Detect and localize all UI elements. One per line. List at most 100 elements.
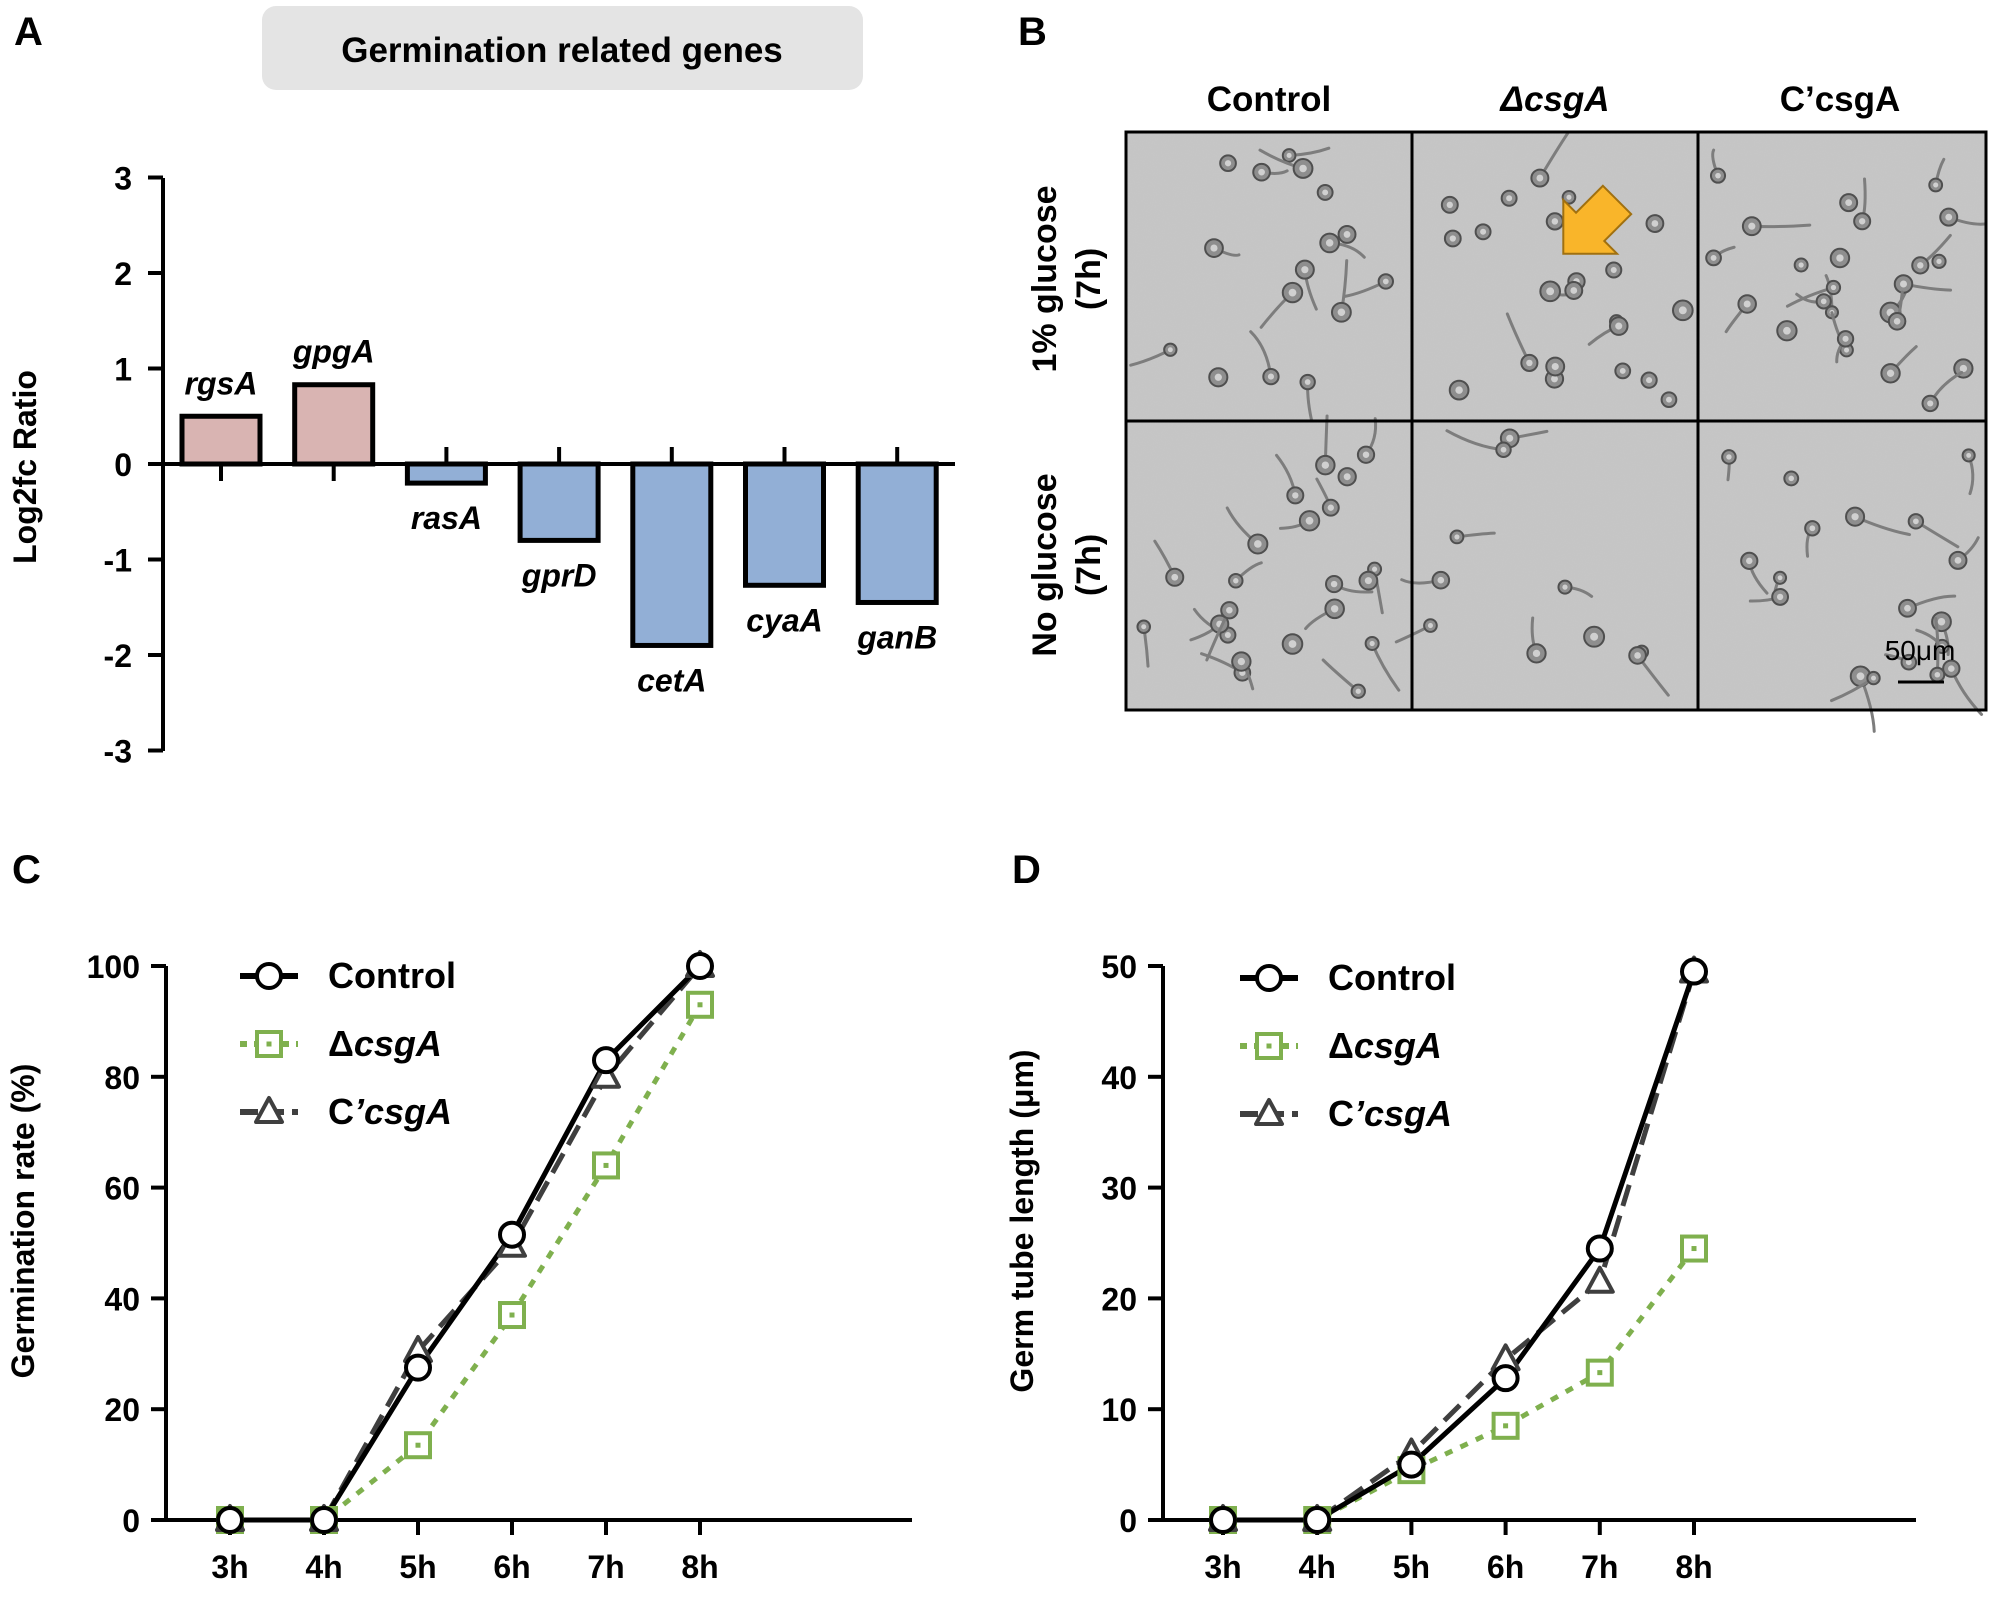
chart-d-ytick-label: 10 <box>1101 1392 1137 1428</box>
spore-center <box>1254 540 1262 548</box>
chart-c-legend-marker-csga-dot <box>266 1041 272 1047</box>
spore-center <box>1551 362 1559 371</box>
spore-center <box>1355 688 1361 694</box>
spore-center <box>1330 605 1339 613</box>
spore-center <box>1830 284 1837 291</box>
chart-d-legend-label-control: Control <box>1328 957 1456 998</box>
panel-letter-a: A <box>14 10 43 54</box>
chart-c-xtick-label: 8h <box>681 1549 718 1585</box>
chart-a-ytick-label: -2 <box>104 638 132 674</box>
chart-c-legend-marker-csga <box>255 1030 283 1058</box>
micro-col-control: Control <box>1207 80 1331 119</box>
spore-center <box>1899 280 1907 288</box>
bar-label-cyaA: cyaA <box>746 602 823 638</box>
chart-c-ytick-label: 0 <box>122 1503 140 1539</box>
spore-center <box>1532 649 1541 658</box>
spore-center <box>1917 262 1924 269</box>
chart-d-line-control <box>1223 970 1697 1523</box>
chart-c-point-csga-dot <box>415 1442 421 1448</box>
chart-a-ytick-label: 2 <box>114 256 132 292</box>
chart-c-legend-marker-csga-box <box>255 1030 283 1058</box>
chart-c-point-csga <box>498 1301 526 1330</box>
chart-d-point-csga-box <box>1585 1358 1614 1387</box>
spore-center <box>1939 643 1945 650</box>
chart-d-ytick-label: 50 <box>1101 949 1137 985</box>
chart-c-legend-prefix: C <box>328 1091 354 1132</box>
spore-center <box>1454 534 1460 540</box>
chart-c-point-csga-dot <box>509 1312 515 1318</box>
chart-d-point-control <box>1303 1506 1332 1534</box>
spore-center <box>1171 573 1179 581</box>
chart-d-legend-marker-csga <box>1255 1032 1283 1060</box>
chart-c-legend-gene: ’csgA <box>354 1091 452 1132</box>
chart-d-legend-prefix: C <box>1328 1093 1354 1134</box>
spore-center <box>1141 624 1147 630</box>
chart-c-ytick-label: 40 <box>104 1281 140 1317</box>
spore-center <box>1288 640 1297 648</box>
panel-letter-b: B <box>1018 10 1047 54</box>
spore-center <box>1546 287 1555 296</box>
spore-center <box>1455 386 1463 394</box>
bar-label-ganB: ganB <box>856 619 937 655</box>
spore-center <box>1788 475 1795 482</box>
bar-cetA <box>630 461 714 648</box>
chart-d-point-csga <box>1491 1411 1520 1440</box>
spore-center <box>1305 516 1314 525</box>
spore-center <box>1590 632 1599 641</box>
chart-c-point-csga <box>592 1151 620 1180</box>
spore-center <box>1301 266 1309 274</box>
spore-center <box>1905 659 1912 666</box>
spore-center <box>1427 623 1433 629</box>
spore-center <box>1893 318 1901 325</box>
spore-center <box>1715 172 1721 179</box>
spore-center <box>1851 513 1859 521</box>
chart-c-point-csga <box>404 1431 432 1460</box>
spore-center <box>1446 201 1453 209</box>
panel-letter-d: D <box>1012 848 1041 892</box>
spore-center <box>1551 375 1558 383</box>
spore-center <box>1746 557 1753 565</box>
chart-a-title: Germination related genes <box>341 31 783 70</box>
chart-a-ytick-label: -1 <box>104 543 132 579</box>
bar-label-cetA: cetA <box>637 662 706 698</box>
spore-center <box>1292 492 1299 499</box>
chart-c-point-csga <box>686 990 714 1019</box>
bar-rasA <box>404 461 488 486</box>
spore-center <box>1610 266 1617 273</box>
chart-c-point-control <box>592 1046 620 1075</box>
chart-d-point-csga-dot <box>1503 1423 1509 1429</box>
spore-center <box>1710 254 1717 261</box>
chart-d-xtick-label: 6h <box>1487 1549 1524 1585</box>
chart-c-ytick-label: 80 <box>104 1060 140 1096</box>
bar-ganB <box>855 461 939 605</box>
spore-center <box>1364 577 1372 585</box>
spore-center <box>1210 244 1218 252</box>
chart-d-xtick-label: 7h <box>1581 1549 1618 1585</box>
spore-center <box>1844 347 1850 353</box>
bar-label-rasA: rasA <box>411 500 482 536</box>
panel-d-line-chart: Germ tube length (μm) 0 10 20 30 40 50 3h 4h 5h 6… <box>1004 949 1916 1585</box>
spore-center <box>1288 288 1297 297</box>
chart-d-legend-gene: ’csgA <box>1354 1093 1452 1134</box>
spore-center <box>1912 518 1919 525</box>
spore-center <box>1954 556 1962 564</box>
chart-c-line-comp <box>230 964 702 1523</box>
spore-center <box>1167 347 1173 353</box>
spore-center <box>1858 218 1866 225</box>
chart-c-xtick-label: 6h <box>493 1549 530 1585</box>
chart-d-point-csga-dot <box>1691 1246 1697 1252</box>
chart-d-xtick-label: 8h <box>1675 1549 1712 1585</box>
spore-center <box>1845 199 1853 207</box>
spore-center <box>1678 306 1687 315</box>
chart-c-point-control <box>404 1353 432 1382</box>
chart-c-legend-prefix: Δ <box>328 1023 354 1064</box>
spore-center <box>1437 576 1445 584</box>
panel-a-bar-chart: Germination related genes Log2fc Ratio 3… <box>7 6 955 770</box>
chart-d-point-csga <box>1680 1234 1708 1263</box>
spore-center <box>1226 606 1233 614</box>
spore-center <box>1937 617 1946 626</box>
spore-center <box>1566 194 1572 200</box>
spore-center <box>1449 235 1456 242</box>
chart-d-line-comp <box>1223 970 1697 1523</box>
chart-d-point-control <box>1209 1506 1237 1534</box>
